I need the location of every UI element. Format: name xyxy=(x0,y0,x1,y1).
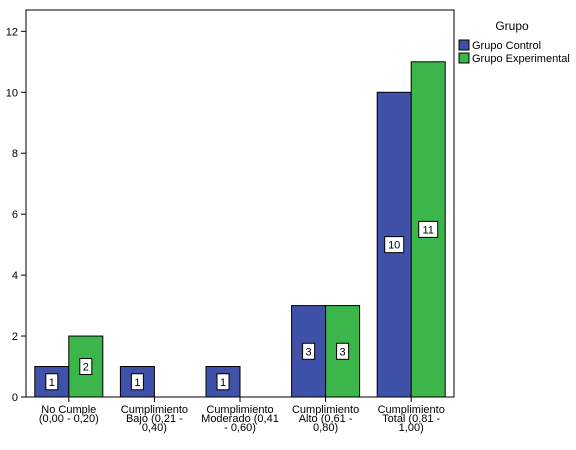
category-label-line: Moderado (0,41 xyxy=(201,413,279,425)
legend-swatch xyxy=(458,52,470,64)
category-label-line: Cumplimiento xyxy=(206,404,273,416)
category-label: Cumplimiento Bajo (0,21 -0,40) xyxy=(121,404,188,434)
data-label: 2 xyxy=(83,362,89,374)
data-label-box xyxy=(336,342,350,360)
category-label-line: 0,80) xyxy=(313,422,338,434)
category-label-line: 0,40) xyxy=(142,422,167,434)
data-label-box xyxy=(384,236,405,254)
category-label-line: Cumplimiento xyxy=(378,404,445,416)
bar xyxy=(291,305,327,398)
data-label: 1 xyxy=(134,377,140,389)
bar xyxy=(119,366,155,398)
y-tick-label: 0 xyxy=(12,392,18,404)
data-label-box xyxy=(302,342,316,360)
category-label: Cumplimiento Alto (0,61 -0,80) xyxy=(292,404,359,434)
data-label: 3 xyxy=(306,346,312,358)
y-tick-label: 12 xyxy=(6,26,18,38)
category-label-line: - 0,60) xyxy=(224,422,256,434)
category-label-line: Alto (0,61 - xyxy=(299,413,353,425)
category-label-line: Cumplimiento xyxy=(292,404,359,416)
category-label-line: No Cumple xyxy=(41,404,96,416)
legend-label: Grupo Control xyxy=(472,40,541,52)
y-tick-label: 2 xyxy=(12,331,18,343)
data-label: 1 xyxy=(49,377,55,389)
data-label: 11 xyxy=(422,224,433,236)
category-label: Cumplimiento Moderado (0,41- 0,60) xyxy=(201,404,279,434)
data-label: 3 xyxy=(340,346,346,358)
data-label-box xyxy=(216,373,230,391)
y-tick-label: 8 xyxy=(12,148,18,160)
category-label: No Cumple (0,00 - 0,20) xyxy=(39,404,99,425)
data-label: 1 xyxy=(220,377,226,389)
data-label-box xyxy=(79,358,93,376)
y-tick-label: 4 xyxy=(12,270,18,282)
legend-title: Grupo xyxy=(495,19,529,33)
y-tick-label: 10 xyxy=(6,87,18,99)
data-label-box xyxy=(418,220,439,238)
y-tick-label: 6 xyxy=(12,209,18,221)
data-label-box xyxy=(45,373,59,391)
legend-label: Grupo Experimental xyxy=(472,53,570,65)
category-label-line: 1,00) xyxy=(399,422,424,434)
category-label: Cumplimiento Total (0,81 -1,00) xyxy=(378,404,445,434)
category-label-line: Cumplimiento xyxy=(121,404,188,416)
data-label: 10 xyxy=(388,240,400,252)
legend-swatch xyxy=(458,39,470,51)
category-label-line: (0,00 - 0,20) xyxy=(39,413,99,425)
data-label-box xyxy=(130,373,144,391)
category-label-line: Bajo (0,21 - xyxy=(126,413,183,425)
category-label-line: Total (0,81 - xyxy=(382,413,440,425)
